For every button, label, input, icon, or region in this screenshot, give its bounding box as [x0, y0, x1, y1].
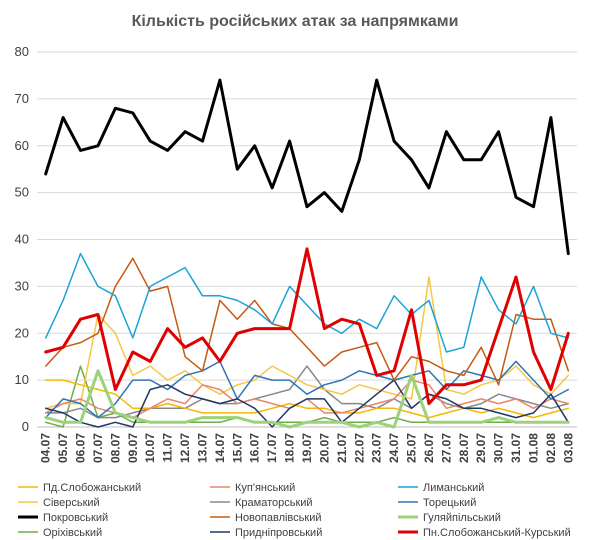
- series-line-8: [44, 257, 570, 386]
- y-tick-label: 30: [15, 278, 29, 293]
- x-tick-label: 15.07: [230, 433, 244, 463]
- x-tick-label: 18.07: [283, 433, 297, 463]
- series-line-6: [44, 360, 570, 419]
- x-tick-label: 07.07: [91, 433, 105, 463]
- y-tick-label: 50: [15, 185, 29, 200]
- legend-label: Краматорський: [235, 497, 313, 509]
- x-tick-label: 31.07: [509, 433, 523, 463]
- x-tick-label: 19.07: [300, 433, 314, 463]
- series-line-5: [44, 365, 570, 419]
- x-tick-label: 27.07: [439, 433, 453, 463]
- x-tick-label: 30.07: [492, 433, 506, 463]
- legend-label: Оріхівський: [43, 527, 102, 539]
- legend-label: Гуляйпільський: [423, 512, 501, 524]
- x-tick-label: 02.08: [544, 433, 558, 463]
- y-tick-label: 70: [15, 91, 29, 106]
- series-line-9: [44, 369, 570, 429]
- y-tick-label: 10: [15, 372, 29, 387]
- x-tick-label: 28.07: [457, 433, 471, 463]
- x-tick-label: 20.07: [317, 433, 331, 463]
- series-line-10: [44, 365, 570, 428]
- x-tick-label: 13.07: [195, 433, 209, 463]
- x-tick-label: 06.07: [74, 433, 88, 463]
- x-tick-label: 24.07: [387, 433, 401, 463]
- legend-label: Придніпровський: [235, 527, 322, 539]
- series-line-4: [44, 276, 570, 410]
- series-line-7: [44, 78, 570, 256]
- x-tick-label: 22.07: [352, 433, 366, 463]
- x-tick-label: 03.08: [561, 433, 575, 463]
- x-tick-label: 29.07: [474, 433, 488, 463]
- x-tick-label: 11.07: [161, 433, 175, 463]
- x-tick-label: 23.07: [370, 433, 384, 463]
- series-line-3: [44, 252, 570, 353]
- x-tick-label: 12.07: [178, 433, 192, 463]
- x-tick-label: 26.07: [422, 433, 436, 463]
- x-tick-label: 09.07: [126, 433, 140, 463]
- x-tick-label: 10.07: [143, 433, 157, 463]
- x-tick-label: 05.07: [56, 433, 70, 463]
- y-tick-label: 40: [15, 232, 29, 247]
- y-axis: 0 10 20 30 40 50 60 70 80: [15, 44, 29, 434]
- gridlines: [37, 51, 577, 428]
- legend-label: Куп'янський: [235, 482, 295, 494]
- chart-title: Кількість російських атак за напрямками: [132, 13, 459, 30]
- x-tick-label: 14.07: [213, 433, 227, 463]
- x-axis: 04.07 05.07 06.07 07.07 08.07 09.07 10.07 11.07…: [37, 426, 577, 463]
- plot-area: [44, 78, 570, 429]
- legend: Пд.Слобожанський Куп'янський Лиманський Сів…: [18, 482, 571, 539]
- legend-label: Сіверський: [43, 497, 100, 509]
- x-tick-label: 21.07: [335, 433, 349, 463]
- legend-label: Лиманський: [423, 482, 484, 494]
- series-line-1: [44, 379, 570, 419]
- y-tick-label: 80: [15, 44, 29, 59]
- y-tick-label: 20: [15, 325, 29, 340]
- series-line-12: [44, 247, 570, 406]
- legend-label: Новопавлівський: [235, 512, 321, 524]
- y-tick-label: 60: [15, 138, 29, 153]
- legend-label: Покровський: [43, 512, 108, 524]
- x-tick-label: 17.07: [265, 433, 279, 463]
- x-tick-label: 16.07: [248, 433, 262, 463]
- x-tick-label: 08.07: [108, 433, 122, 463]
- x-tick-label: 04.07: [39, 433, 53, 463]
- x-tick-label: 25.07: [405, 433, 419, 463]
- y-tick-label: 0: [22, 419, 29, 434]
- series-line-11: [44, 379, 570, 428]
- legend-label: Пд.Слобожанський: [43, 482, 141, 494]
- legend-label: Торецький: [423, 497, 476, 509]
- legend-label: Пн.Слобожанський-Курський: [423, 527, 571, 539]
- x-tick-label: 01.08: [526, 433, 540, 463]
